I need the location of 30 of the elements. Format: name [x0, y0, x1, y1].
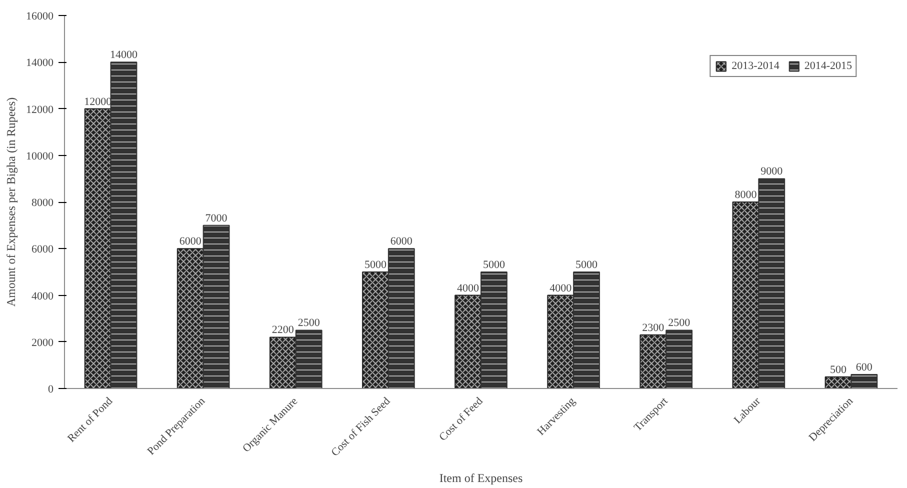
legend-label: 2014-2015: [804, 60, 852, 72]
y-tick-label: 4000: [32, 290, 54, 302]
data-label: 4000: [457, 282, 480, 294]
data-label: 6000: [390, 236, 413, 248]
data-label: 9000: [760, 166, 784, 178]
data-label: 4000: [550, 282, 572, 294]
y-tick-label: 16000: [26, 10, 54, 22]
data-label: 2300: [642, 322, 665, 334]
data-label: 500: [830, 364, 848, 376]
data-label: 5000: [576, 258, 598, 271]
data-label: 8000: [734, 189, 758, 201]
y-tick-label: 12000: [26, 104, 54, 116]
data-label: 6000: [179, 236, 202, 248]
data-label: 5000: [482, 258, 506, 271]
data-label: 7000: [205, 212, 228, 224]
y-tick-label: 14000: [26, 57, 54, 70]
data-label: 5000: [364, 258, 387, 271]
y-tick-label: 8000: [32, 197, 54, 209]
y-tick-label: 2000: [32, 336, 54, 349]
y-tick-label: 6000: [32, 244, 54, 256]
x-axis-title: Item of Expenses: [439, 471, 523, 486]
legend-label: 2013-2014: [732, 60, 780, 72]
data-label: 2500: [668, 317, 691, 330]
data-label: 2200: [272, 324, 294, 336]
y-axis-title: Amount of Expenses per Bigha (in Rupees): [4, 97, 18, 307]
y-tick-label: 0: [48, 384, 54, 396]
data-label: 600: [856, 362, 873, 374]
y-tick-label: 10000: [26, 150, 54, 162]
data-label: 2500: [298, 317, 320, 330]
data-label: 14000: [110, 49, 138, 62]
